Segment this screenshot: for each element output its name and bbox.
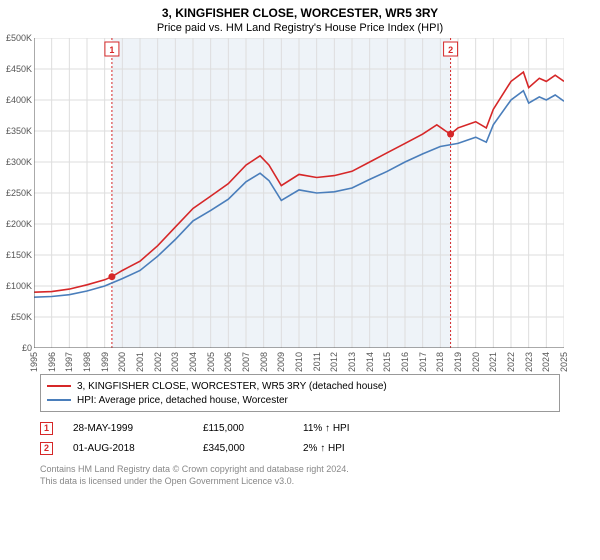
svg-text:1: 1 (109, 45, 114, 55)
x-tick-label: 2005 (206, 352, 216, 372)
y-tick-label: £250K (0, 188, 32, 198)
legend-label: 3, KINGFISHER CLOSE, WORCESTER, WR5 3RY … (77, 381, 387, 392)
x-tick-label: 2018 (435, 352, 445, 372)
transaction-hpi-delta: 11% ↑ HPI (303, 423, 383, 434)
x-tick-label: 2001 (135, 352, 145, 372)
x-tick-label: 2022 (506, 352, 516, 372)
x-tick-label: 1995 (29, 352, 39, 372)
y-tick-label: £400K (0, 95, 32, 105)
x-tick-label: 2016 (400, 352, 410, 372)
x-tick-label: 2021 (488, 352, 498, 372)
x-tick-label: 2023 (524, 352, 534, 372)
x-tick-label: 2009 (276, 352, 286, 372)
x-tick-label: 2013 (347, 352, 357, 372)
transaction-price: £115,000 (203, 423, 283, 434)
transaction-hpi-delta: 2% ↑ HPI (303, 443, 383, 454)
transaction-date: 01-AUG-2018 (73, 443, 183, 454)
y-tick-label: £300K (0, 157, 32, 167)
transaction-marker-1: 1 (40, 422, 53, 435)
x-tick-label: 2007 (241, 352, 251, 372)
y-tick-label: £0 (0, 343, 32, 353)
line-chart-svg: 12 (34, 38, 564, 348)
x-tick-label: 1996 (47, 352, 57, 372)
legend-row-hpi: HPI: Average price, detached house, Worc… (47, 393, 553, 407)
y-tick-label: £350K (0, 126, 32, 136)
chart-area: £0£50K£100K£150K£200K£250K£300K£350K£400… (34, 38, 596, 368)
x-tick-label: 2012 (329, 352, 339, 372)
transaction-date: 28-MAY-1999 (73, 423, 183, 434)
x-tick-label: 1999 (100, 352, 110, 372)
y-tick-label: £500K (0, 33, 32, 43)
y-tick-label: £150K (0, 250, 32, 260)
x-tick-label: 1997 (64, 352, 74, 372)
x-tick-label: 2000 (117, 352, 127, 372)
transaction-list: 1 28-MAY-1999 £115,000 11% ↑ HPI 2 01-AU… (40, 418, 560, 458)
transaction-marker-2: 2 (40, 442, 53, 455)
x-tick-label: 2015 (382, 352, 392, 372)
legend-row-property: 3, KINGFISHER CLOSE, WORCESTER, WR5 3RY … (47, 379, 553, 393)
x-tick-label: 2020 (471, 352, 481, 372)
legend-label: HPI: Average price, detached house, Worc… (77, 395, 288, 406)
transaction-price: £345,000 (203, 443, 283, 454)
x-tick-label: 2024 (541, 352, 551, 372)
chart-subtitle: Price paid vs. HM Land Registry's House … (0, 20, 600, 38)
x-tick-label: 2011 (312, 352, 322, 371)
x-tick-label: 1998 (82, 352, 92, 372)
y-tick-label: £50K (0, 312, 32, 322)
transaction-row: 2 01-AUG-2018 £345,000 2% ↑ HPI (40, 438, 560, 458)
legend-swatch (47, 385, 71, 387)
legend-swatch (47, 399, 71, 401)
x-tick-label: 2010 (294, 352, 304, 372)
x-tick-label: 2014 (365, 352, 375, 372)
x-tick-label: 2017 (418, 352, 428, 372)
footnote-line: This data is licensed under the Open Gov… (40, 476, 560, 488)
y-tick-label: £450K (0, 64, 32, 74)
legend: 3, KINGFISHER CLOSE, WORCESTER, WR5 3RY … (40, 374, 560, 412)
transaction-row: 1 28-MAY-1999 £115,000 11% ↑ HPI (40, 418, 560, 438)
y-tick-label: £200K (0, 219, 32, 229)
x-tick-label: 2002 (153, 352, 163, 372)
x-tick-label: 2006 (223, 352, 233, 372)
x-tick-label: 2003 (170, 352, 180, 372)
svg-text:2: 2 (448, 45, 453, 55)
x-tick-label: 2008 (259, 352, 269, 372)
chart-title: 3, KINGFISHER CLOSE, WORCESTER, WR5 3RY (0, 0, 600, 20)
x-tick-label: 2019 (453, 352, 463, 372)
x-tick-label: 2004 (188, 352, 198, 372)
footnote-line: Contains HM Land Registry data © Crown c… (40, 464, 560, 476)
y-tick-label: £100K (0, 281, 32, 291)
x-tick-label: 2025 (559, 352, 569, 372)
footnote: Contains HM Land Registry data © Crown c… (40, 464, 560, 487)
